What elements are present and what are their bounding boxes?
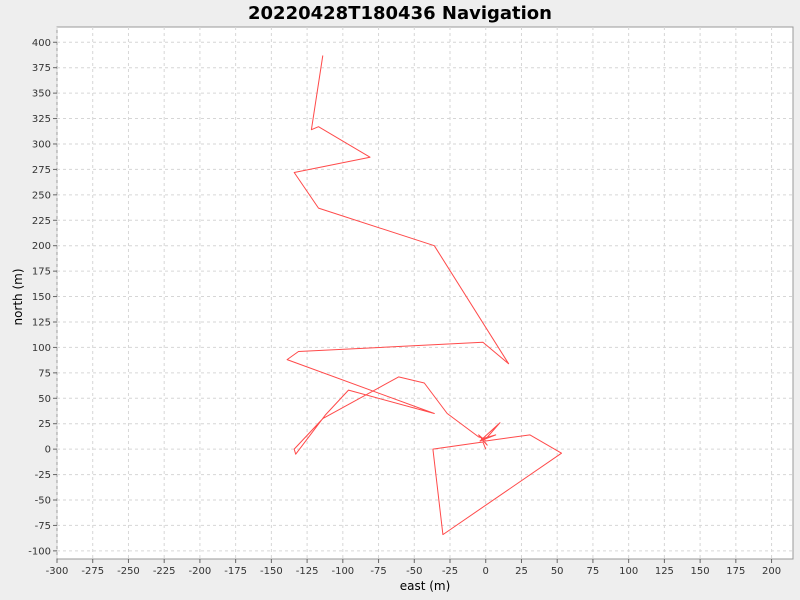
x-tick-label: 50 (551, 566, 564, 577)
y-axis-ticks: -100 -75 -50 -25 0 25 50 75 100 125 150 175 200 225 25… (28, 38, 57, 557)
grid-lines (56, 27, 793, 559)
y-tick-label: 300 (32, 139, 51, 150)
x-tick-label: 175 (726, 566, 745, 577)
x-tick-label: -300 (46, 566, 69, 577)
y-tick-label: -25 (35, 470, 51, 481)
x-tick-label: -225 (153, 566, 176, 577)
y-tick-label: 175 (32, 267, 51, 278)
y-tick-label: 100 (32, 343, 51, 354)
x-tick-label: -150 (260, 566, 283, 577)
x-tick-label: 75 (587, 566, 600, 577)
series-layer (286, 55, 562, 536)
x-axis-label: east (m) (400, 579, 451, 593)
y-tick-label: 275 (32, 165, 51, 176)
y-tick-label: 125 (32, 317, 51, 328)
y-tick-label: 75 (38, 368, 51, 379)
y-tick-label: 200 (32, 241, 51, 252)
y-tick-label: 0 (45, 445, 51, 456)
y-tick-label: 50 (38, 394, 51, 405)
x-tick-label: -175 (224, 566, 247, 577)
x-tick-label: -25 (442, 566, 458, 577)
plot-area (56, 26, 794, 560)
y-tick-label: 250 (32, 190, 51, 201)
x-tick-label: 25 (515, 566, 528, 577)
x-tick-label: 0 (483, 566, 489, 577)
y-tick-label: -100 (28, 546, 51, 557)
x-tick-label: -100 (331, 566, 354, 577)
x-tick-label: -125 (296, 566, 319, 577)
y-tick-label: -50 (35, 496, 51, 507)
y-tick-label: -75 (35, 521, 51, 532)
y-tick-label: 400 (32, 38, 51, 49)
y-tick-label: 25 (38, 419, 51, 430)
chart-title: 20220428T180436 Navigation (248, 3, 552, 24)
x-tick-label: 100 (619, 566, 638, 577)
x-tick-label: -75 (370, 566, 386, 577)
x-tick-label: -250 (117, 566, 140, 577)
x-tick-label: -275 (81, 566, 104, 577)
x-tick-label: -50 (406, 566, 422, 577)
y-tick-label: 225 (32, 216, 51, 227)
x-tick-label: 125 (655, 566, 674, 577)
navigation-track-line (286, 55, 562, 536)
y-axis-label: north (m) (11, 268, 25, 325)
y-tick-label: 150 (32, 292, 51, 303)
y-tick-label: 325 (32, 114, 51, 125)
y-tick-label: 375 (32, 63, 51, 74)
x-tick-label: -200 (189, 566, 212, 577)
y-tick-label: 350 (32, 89, 51, 100)
x-axis-ticks: -300 -275 -250 -225 -200 -175 -150 -125 -100 -75-… (46, 559, 781, 577)
x-tick-label: 200 (762, 566, 781, 577)
x-tick-label: 150 (691, 566, 710, 577)
